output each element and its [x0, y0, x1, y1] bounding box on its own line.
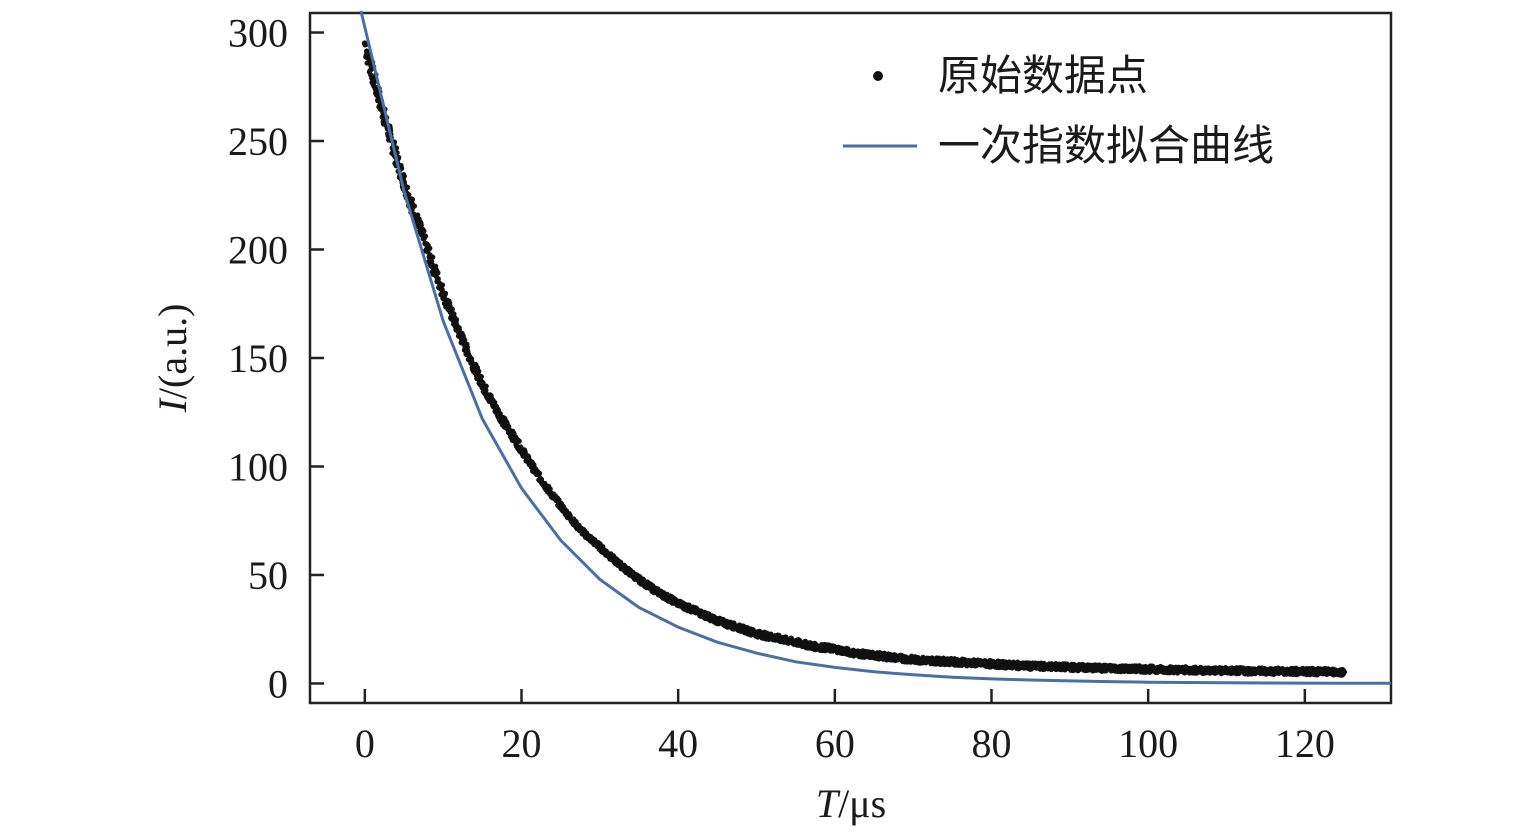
scatter-point — [462, 337, 468, 343]
x-tick-label: 60 — [815, 721, 855, 766]
fit-curve-line — [359, 10, 1392, 685]
scatter-point — [409, 196, 416, 202]
scatter-point — [418, 222, 424, 229]
y-tick-label: 250 — [228, 119, 288, 164]
scatter-point — [1341, 668, 1347, 675]
y-tick-label: 0 — [268, 661, 288, 706]
legend-dot-marker — [873, 71, 883, 81]
scatter-point — [430, 254, 436, 260]
x-tick-label: 0 — [355, 721, 375, 766]
scatter-point — [411, 203, 418, 209]
x-tick-label: 20 — [502, 721, 542, 766]
y-tick-label: 200 — [228, 228, 288, 273]
scatter-point — [516, 438, 522, 444]
x-tick-label: 80 — [972, 721, 1012, 766]
legend-label-raw-data: 原始数据点 — [938, 51, 1148, 100]
scatter-point — [478, 373, 484, 380]
y-tick-label: 100 — [228, 444, 288, 489]
y-tick-label: 50 — [248, 553, 288, 598]
scatter-point — [453, 316, 460, 323]
scatter-point — [483, 383, 489, 389]
scatter-point — [480, 380, 486, 386]
scatter-point — [427, 245, 433, 251]
scatter-point — [439, 282, 446, 288]
scatter-point — [442, 290, 449, 296]
scatter-point — [476, 368, 482, 375]
x-tick-label: 120 — [1275, 721, 1335, 766]
scatter-point — [404, 184, 411, 190]
x-axis-label: T/μs — [816, 781, 886, 826]
fit-curve-series — [359, 10, 1392, 685]
y-axis-label: I/(a.u.) — [150, 304, 195, 414]
scatter-point — [536, 470, 543, 476]
axis-ticks: 0 20 40 60 80 100 120 0 50 100 150 200 250 300 — [228, 11, 1335, 766]
legend-label-fit-curve: 一次指数拟合曲线 — [938, 121, 1274, 170]
scatter-point — [497, 411, 503, 417]
y-tick-label: 150 — [228, 336, 288, 381]
x-tick-label: 100 — [1118, 721, 1178, 766]
scatter-point — [433, 263, 439, 269]
scatter-point — [435, 276, 441, 282]
y-tick-label: 300 — [228, 11, 288, 56]
scatter-point — [421, 228, 427, 234]
scatter-point — [435, 270, 441, 276]
scatter-point — [422, 233, 429, 239]
scatter-point — [456, 327, 463, 333]
x-tick-label: 40 — [658, 721, 698, 766]
legend: 原始数据点 一次指数拟合曲线 — [843, 51, 1274, 170]
scatter-point — [449, 306, 455, 312]
scatter-point — [401, 173, 407, 179]
scatter-point — [406, 191, 412, 198]
